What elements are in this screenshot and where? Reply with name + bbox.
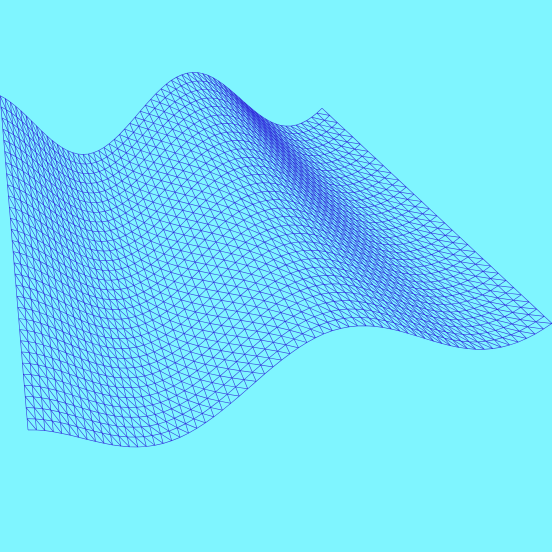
mesh-lines-group <box>0 72 552 448</box>
mesh-line-diagonals <box>0 72 552 448</box>
mesh-line-row <box>0 72 323 155</box>
mesh-line-row <box>1 89 338 175</box>
mesh-line-row <box>0 80 330 165</box>
